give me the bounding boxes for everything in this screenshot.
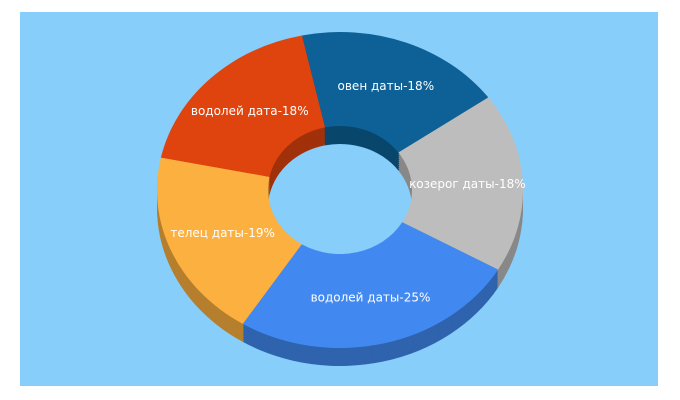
data-label: овен даты-18%	[338, 79, 435, 93]
slice	[301, 32, 489, 153]
slice	[398, 97, 523, 270]
data-label: водолей даты-25%	[311, 290, 431, 304]
slice	[157, 157, 302, 324]
data-label: телец даты-19%	[170, 226, 275, 240]
data-label: водолей дата-18%	[191, 104, 309, 118]
slice	[242, 222, 499, 348]
slice	[160, 35, 326, 177]
data-label: козерог даты-18%	[409, 177, 526, 191]
